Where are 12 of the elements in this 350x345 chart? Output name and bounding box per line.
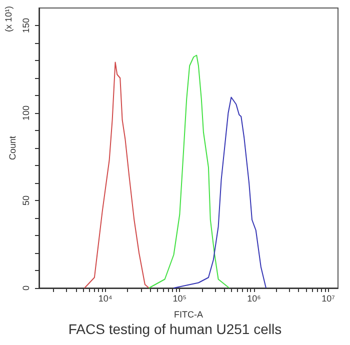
x-tick-label: 10⁶: [247, 294, 262, 304]
x-tick-label: 10⁴: [98, 294, 112, 304]
text: (x 10¹): [4, 6, 14, 32]
text: FACS testing of human U251 cells: [68, 321, 282, 337]
y-tick-label: 0: [21, 285, 31, 291]
x-axis-title: FITC-A: [174, 310, 203, 320]
y-tick-label: 50: [21, 195, 31, 206]
x-tick-label: 10⁷: [322, 294, 335, 304]
y-tick-label: 150: [21, 18, 31, 34]
y-tick-label: 100: [21, 105, 31, 121]
x-tick-label: 10⁵: [172, 294, 187, 304]
y-axis-title: Count: [8, 136, 18, 160]
